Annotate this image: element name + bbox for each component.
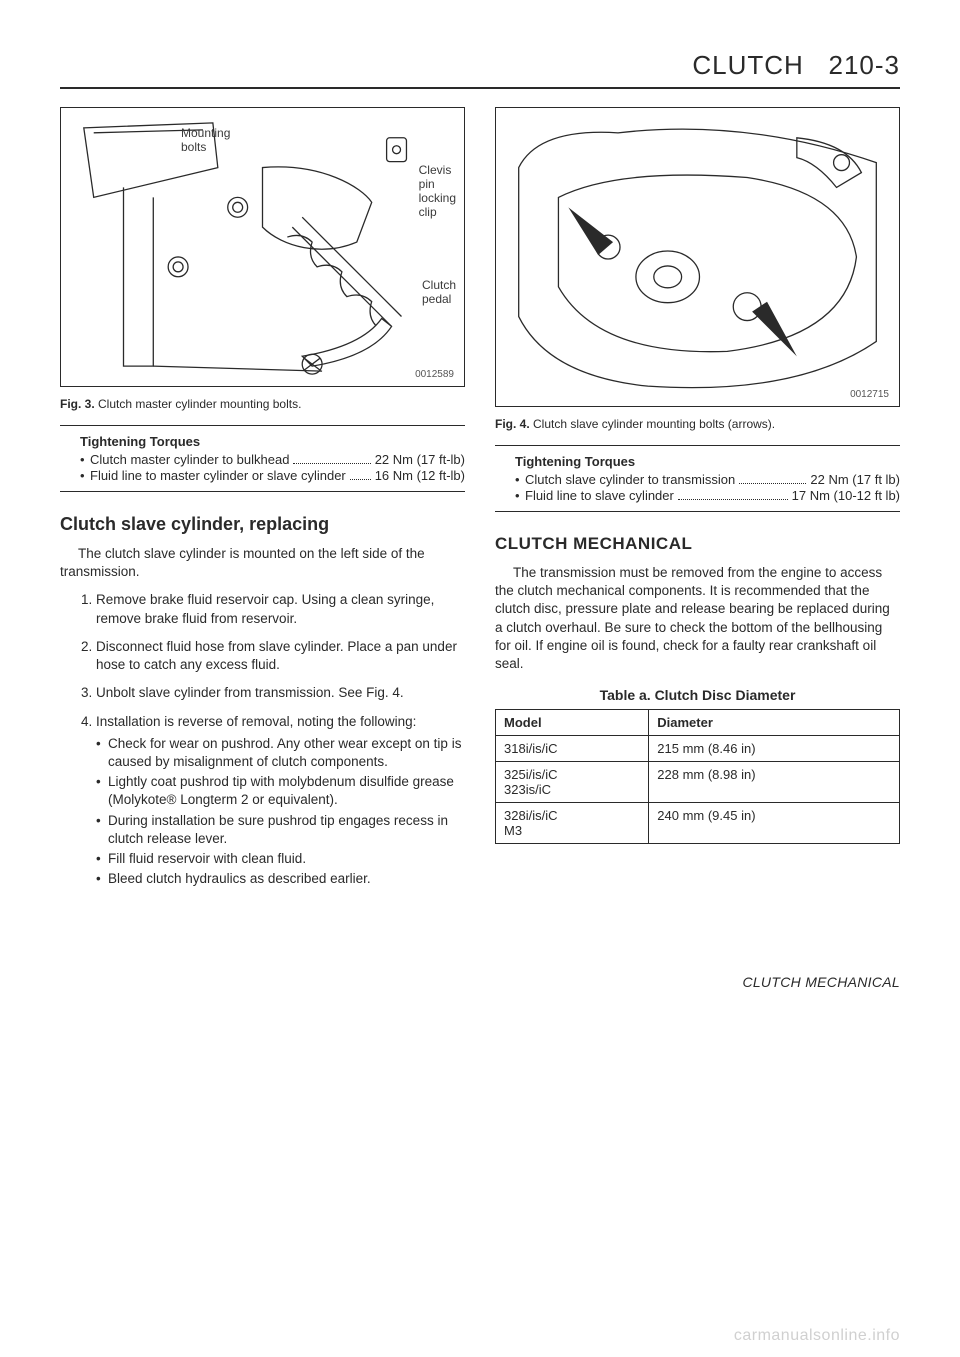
- step: Remove brake fluid reservoir cap. Using …: [96, 591, 465, 627]
- sub-bullet-list: Check for wear on pushrod. Any other wea…: [96, 735, 465, 889]
- left-intro-para: The clutch slave cylinder is mounted on …: [60, 545, 465, 581]
- fig4-caption: Fig. 4. Clutch slave cylinder mounting b…: [495, 417, 900, 431]
- figure-4-box: 0012715: [495, 107, 900, 407]
- watermark: carmanualsonline.info: [734, 1327, 900, 1345]
- left-section-heading: Clutch slave cylinder, replacing: [60, 514, 465, 535]
- header-section: CLUTCH: [692, 50, 803, 80]
- torque-title: Tightening Torques: [515, 454, 900, 469]
- page-header: CLUTCH 210-3: [60, 50, 900, 89]
- cell-model: 318i/is/iC: [496, 736, 649, 762]
- figure-3-box: Mounting bolts Clevis pin locking clip C…: [60, 107, 465, 387]
- fig3-label-clevis: Clevis pin locking clip: [419, 163, 456, 219]
- cell-model: 328i/is/iC M3: [496, 803, 649, 844]
- leader-dots: [293, 463, 370, 464]
- step-text: Installation is reverse of removal, noti…: [96, 714, 416, 729]
- table-col-diameter: Diameter: [649, 710, 900, 736]
- bullet-text: Bleed clutch hydraulics as described ear…: [108, 871, 371, 886]
- step-text: Unbolt slave cylinder from transmission.…: [96, 685, 404, 700]
- table-row: 325i/is/iC 323is/iC 228 mm (8.98 in): [496, 762, 900, 803]
- bullet-icon: •: [515, 472, 525, 487]
- torque-value: 17 Nm (10-12 ft lb): [792, 488, 900, 503]
- figure-4-illustration: [496, 108, 899, 406]
- torque-row: • Fluid line to slave cylinder 17 Nm (10…: [515, 488, 900, 503]
- fig3-idnum: 0012589: [415, 369, 454, 380]
- sub-bullet: Check for wear on pushrod. Any other wea…: [96, 735, 465, 771]
- step: Installation is reverse of removal, noti…: [96, 713, 465, 889]
- fig3-caption-bold: Fig. 3.: [60, 397, 95, 411]
- sub-bullet: Lightly coat pushrod tip with molybdenum…: [96, 773, 465, 809]
- table-col-model: Model: [496, 710, 649, 736]
- fig4-caption-text: Clutch slave cylinder mounting bolts (ar…: [533, 417, 775, 431]
- step: Unbolt slave cylinder from transmission.…: [96, 684, 465, 702]
- torque-value: 22 Nm (17 ft-lb): [375, 452, 465, 467]
- left-torques: Tightening Torques • Clutch master cylin…: [80, 434, 465, 483]
- leader-dots: [678, 499, 788, 500]
- figure-3-illustration: [61, 108, 464, 386]
- torque-row: • Fluid line to master cylinder or slave…: [80, 468, 465, 483]
- bullet-icon: •: [80, 452, 90, 467]
- rule: [60, 425, 465, 426]
- bullet-icon: •: [515, 488, 525, 503]
- right-para: The transmission must be removed from th…: [495, 564, 900, 673]
- torque-title: Tightening Torques: [80, 434, 465, 449]
- table-row: 328i/is/iC M3 240 mm (9.45 in): [496, 803, 900, 844]
- bullet-text: During installation be sure pushrod tip …: [108, 813, 448, 846]
- rule: [495, 445, 900, 446]
- torque-label: Clutch slave cylinder to transmission: [525, 472, 735, 487]
- rule: [495, 511, 900, 512]
- page: CLUTCH 210-3: [0, 0, 960, 1357]
- right-section-heading: CLUTCH MECHANICAL: [495, 534, 900, 554]
- torque-value: 16 Nm (12 ft-lb): [375, 468, 465, 483]
- torque-label: Fluid line to slave cylinder: [525, 488, 674, 503]
- rule: [60, 491, 465, 492]
- header-title: CLUTCH 210-3: [692, 50, 900, 80]
- fig4-caption-bold: Fig. 4.: [495, 417, 530, 431]
- cell-diameter: 240 mm (9.45 in): [649, 803, 900, 844]
- leader-dots: [350, 479, 371, 480]
- torque-label: Fluid line to master cylinder or slave c…: [90, 468, 346, 483]
- header-page: 210-3: [829, 50, 901, 80]
- table-header-row: Model Diameter: [496, 710, 900, 736]
- fig4-idnum: 0012715: [850, 389, 889, 400]
- procedure-list: Remove brake fluid reservoir cap. Using …: [60, 591, 465, 888]
- step: Disconnect fluid hose from slave cylinde…: [96, 638, 465, 674]
- fig3-label-pedal: Clutch pedal: [422, 278, 456, 306]
- clutch-disc-table: Model Diameter 318i/is/iC 215 mm (8.46 i…: [495, 709, 900, 844]
- cell-model: 325i/is/iC 323is/iC: [496, 762, 649, 803]
- heading-text: CLUTCH MECHANICAL: [495, 534, 692, 553]
- cell-diameter: 215 mm (8.46 in): [649, 736, 900, 762]
- fig3-caption-text: Clutch master cylinder mounting bolts.: [98, 397, 301, 411]
- right-torques: Tightening Torques • Clutch slave cylind…: [515, 454, 900, 503]
- bullet-text: Lightly coat pushrod tip with molybdenum…: [108, 774, 454, 807]
- fig3-caption: Fig. 3. Clutch master cylinder mounting …: [60, 397, 465, 411]
- torque-label: Clutch master cylinder to bulkhead: [90, 452, 289, 467]
- sub-bullet: During installation be sure pushrod tip …: [96, 812, 465, 848]
- torque-row: • Clutch master cylinder to bulkhead 22 …: [80, 452, 465, 467]
- right-column: 0012715 Fig. 4. Clutch slave cylinder mo…: [495, 107, 900, 990]
- step-text: Disconnect fluid hose from slave cylinde…: [96, 639, 457, 672]
- fig3-label-mounting: Mounting bolts: [181, 126, 230, 154]
- two-columns: Mounting bolts Clevis pin locking clip C…: [60, 107, 900, 990]
- sub-bullet: Fill fluid reservoir with clean fluid.: [96, 850, 465, 868]
- cell-diameter: 228 mm (8.98 in): [649, 762, 900, 803]
- torque-row: • Clutch slave cylinder to transmission …: [515, 472, 900, 487]
- bullet-text: Check for wear on pushrod. Any other wea…: [108, 736, 461, 769]
- step-text: Remove brake fluid reservoir cap. Using …: [96, 592, 434, 625]
- bullet-text: Fill fluid reservoir with clean fluid.: [108, 851, 306, 866]
- sub-bullet: Bleed clutch hydraulics as described ear…: [96, 870, 465, 888]
- table-row: 318i/is/iC 215 mm (8.46 in): [496, 736, 900, 762]
- torque-value: 22 Nm (17 ft lb): [810, 472, 900, 487]
- bullet-icon: •: [80, 468, 90, 483]
- left-column: Mounting bolts Clevis pin locking clip C…: [60, 107, 465, 990]
- leader-dots: [739, 483, 806, 484]
- table-title: Table a. Clutch Disc Diameter: [495, 687, 900, 703]
- section-footer: CLUTCH MECHANICAL: [495, 974, 900, 990]
